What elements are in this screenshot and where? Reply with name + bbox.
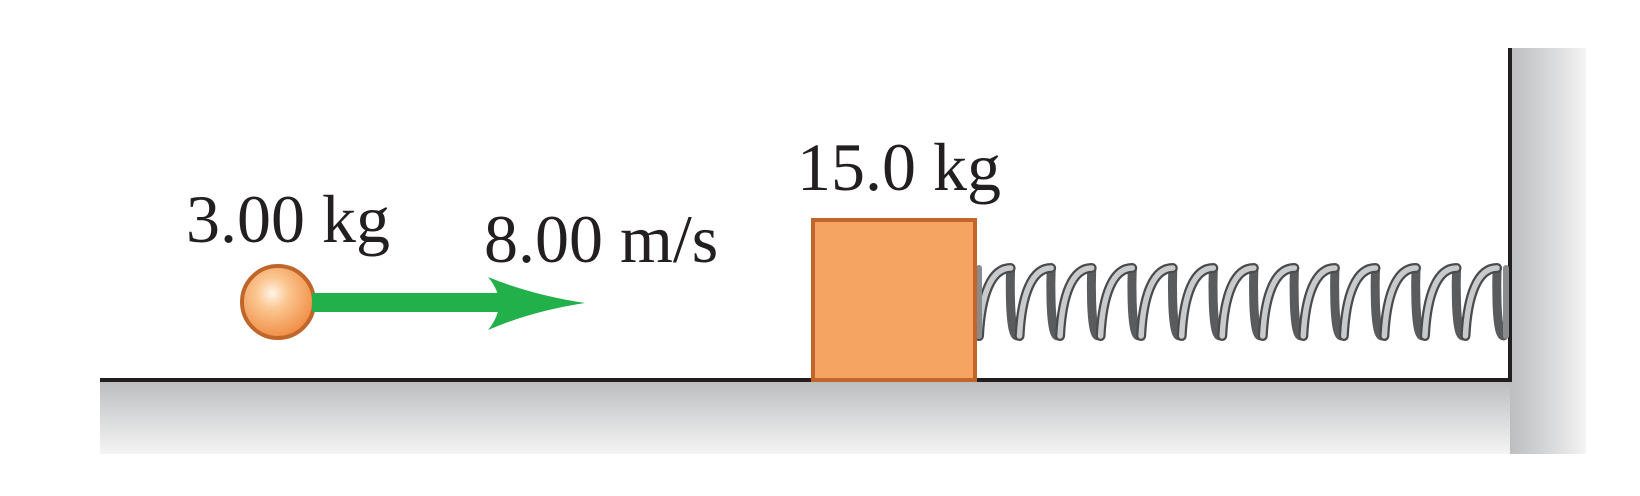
block-mass-label: 15.0 kg [797,129,1001,205]
spring-coil [1381,265,1419,339]
spring-coil [1492,263,1509,341]
block [811,218,977,382]
floor-shadow [100,382,1586,454]
spring-coil [1462,265,1500,339]
spring-coil [1016,265,1054,339]
velocity-label: 8.00 m/s [484,201,718,277]
spring-coil [1422,265,1460,339]
ball [240,264,316,340]
spring-coil [1341,265,1379,339]
spring-coil [1097,265,1135,339]
spring-coil [1138,265,1176,339]
spring-coil [1178,265,1217,339]
spring-coil [1300,265,1338,339]
ball-mass-label: 3.00 kg [186,181,390,257]
wall-shadow [1510,48,1586,454]
floor-and-wall [100,48,1512,382]
velocity-arrow [312,277,585,330]
spring-coil [1219,265,1257,339]
velocity-arrow-head [488,277,585,330]
spring-coil [1057,265,1095,339]
spring-coil [1260,265,1298,339]
spring [974,263,1509,341]
velocity-arrow-shaft [312,293,512,312]
